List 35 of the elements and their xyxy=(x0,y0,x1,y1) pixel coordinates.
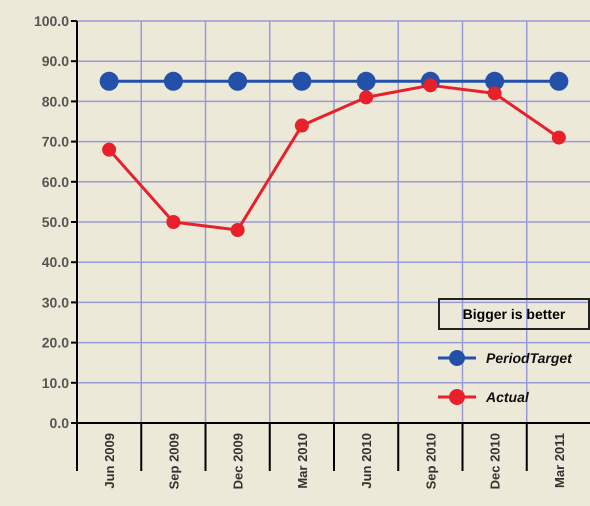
legend-title: Bigger is better xyxy=(438,298,590,330)
point xyxy=(230,223,245,238)
point xyxy=(102,142,116,157)
y-tick-label: 80.0 xyxy=(42,93,70,110)
point xyxy=(488,86,502,100)
point xyxy=(552,130,566,145)
y-tick-label: 0.0 xyxy=(50,414,70,431)
y-tick-label: 100.0 xyxy=(34,12,70,29)
point xyxy=(100,72,119,91)
point xyxy=(228,72,248,91)
point xyxy=(549,72,568,91)
legend-label: PeriodTarget xyxy=(486,350,572,366)
point xyxy=(292,72,312,91)
x-tick-label: Sep 2009 xyxy=(166,433,182,490)
point xyxy=(294,118,309,133)
x-tick-label: Jun 2010 xyxy=(359,433,374,489)
x-tick-label: Jun 2009 xyxy=(102,433,118,489)
y-tick-label: 70.0 xyxy=(42,134,70,150)
y-tick-label: 50.0 xyxy=(42,214,70,230)
y-tick-label: 20.0 xyxy=(42,334,70,351)
y-tick-label: 10.0 xyxy=(42,374,70,391)
y-tick-label: 30.0 xyxy=(42,294,70,310)
y-tick-label: 40.0 xyxy=(42,254,70,270)
point xyxy=(359,90,374,104)
x-tick-label: Mar 2011 xyxy=(552,433,567,488)
point xyxy=(164,72,183,91)
x-tick-label: Dec 2010 xyxy=(488,433,503,490)
x-tick-label: Mar 2010 xyxy=(294,433,310,489)
point xyxy=(166,215,180,229)
legend-label: Actual xyxy=(486,388,529,404)
y-tick-label: 90.0 xyxy=(42,53,70,70)
y-tick-label: 60.0 xyxy=(42,174,70,190)
point xyxy=(356,72,376,91)
x-tick-label: Sep 2010 xyxy=(423,433,438,490)
x-tick-label: Dec 2009 xyxy=(230,433,246,490)
